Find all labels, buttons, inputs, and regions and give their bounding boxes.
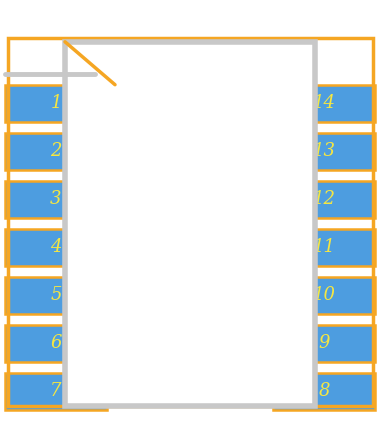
Text: 14: 14 [312, 94, 336, 112]
Bar [5, 133, 107, 170]
Text: 4: 4 [50, 238, 62, 256]
Bar [273, 325, 375, 362]
Text: 9: 9 [318, 334, 330, 353]
Text: 10: 10 [312, 286, 336, 305]
Text: 1: 1 [50, 94, 62, 112]
Bar [5, 181, 107, 218]
Bar [5, 229, 107, 266]
Bar [273, 133, 375, 170]
Text: 8: 8 [318, 382, 330, 400]
Text: 6: 6 [50, 334, 62, 353]
Bar [65, 42, 315, 406]
Bar [5, 277, 107, 314]
Text: 5: 5 [50, 286, 62, 305]
Text: 11: 11 [312, 238, 336, 256]
Bar [273, 277, 375, 314]
Text: 2: 2 [50, 142, 62, 160]
Text: 7: 7 [50, 382, 62, 400]
Text: 12: 12 [312, 190, 336, 208]
Bar [5, 325, 107, 362]
Bar [273, 85, 375, 122]
Bar [5, 85, 107, 122]
Bar [273, 373, 375, 410]
Bar [5, 373, 107, 410]
Text: 13: 13 [312, 142, 336, 160]
Bar [273, 229, 375, 266]
Bar [273, 181, 375, 218]
Text: 3: 3 [50, 190, 62, 208]
